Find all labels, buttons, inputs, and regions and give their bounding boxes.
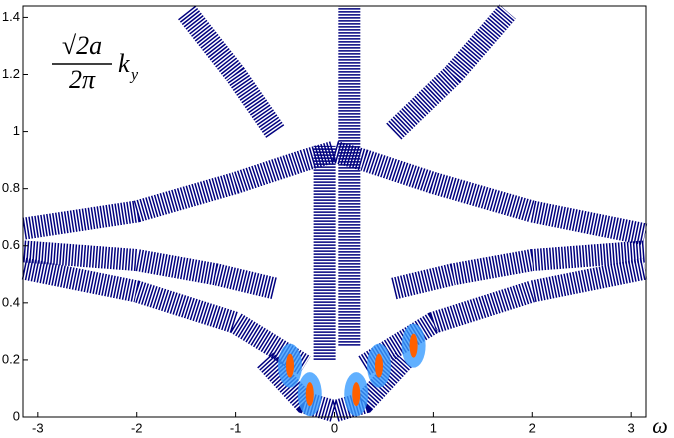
x-tick-label: 2 bbox=[529, 420, 536, 435]
y-tick-label: 1.2 bbox=[2, 66, 20, 81]
y-tick-label: 1 bbox=[13, 123, 20, 138]
ylabel-subscript: y bbox=[129, 67, 139, 84]
contour-band bbox=[386, 4, 516, 140]
contour-band bbox=[257, 352, 412, 423]
contour-band bbox=[22, 140, 648, 246]
x-tick-label: -2 bbox=[131, 420, 143, 435]
x-tick-label: 0 bbox=[331, 420, 338, 435]
x-tick-label: 3 bbox=[628, 420, 635, 435]
contour-band bbox=[23, 240, 278, 300]
peak bbox=[409, 333, 418, 358]
x-axis-label: ω bbox=[652, 413, 668, 438]
y-axis-label: √2a 2π k y bbox=[52, 31, 139, 94]
y-tick-label: 0.2 bbox=[2, 351, 20, 366]
contour-band bbox=[21, 257, 311, 375]
plot-area bbox=[21, 4, 648, 423]
peak bbox=[286, 353, 294, 378]
contour-band bbox=[177, 4, 285, 138]
y-tick-label: 1.4 bbox=[2, 9, 20, 24]
y-tick-label: 0.8 bbox=[2, 180, 20, 195]
y-tick-label: 0.6 bbox=[2, 237, 20, 252]
x-tick-label: -1 bbox=[230, 420, 242, 435]
y-tick-label: 0.4 bbox=[2, 294, 20, 309]
ylabel-symbol: k bbox=[118, 49, 130, 78]
contour-band bbox=[391, 240, 646, 300]
ylabel-numerator: √2a bbox=[62, 31, 102, 60]
y-tick-label: 0 bbox=[13, 408, 20, 423]
peak bbox=[352, 382, 361, 407]
peak bbox=[375, 353, 383, 378]
x-tick-label: -3 bbox=[32, 420, 44, 435]
peak bbox=[305, 382, 314, 407]
ylabel-denominator: 2π bbox=[69, 65, 96, 94]
contour-band bbox=[358, 257, 648, 375]
x-tick-label: 1 bbox=[430, 420, 437, 435]
